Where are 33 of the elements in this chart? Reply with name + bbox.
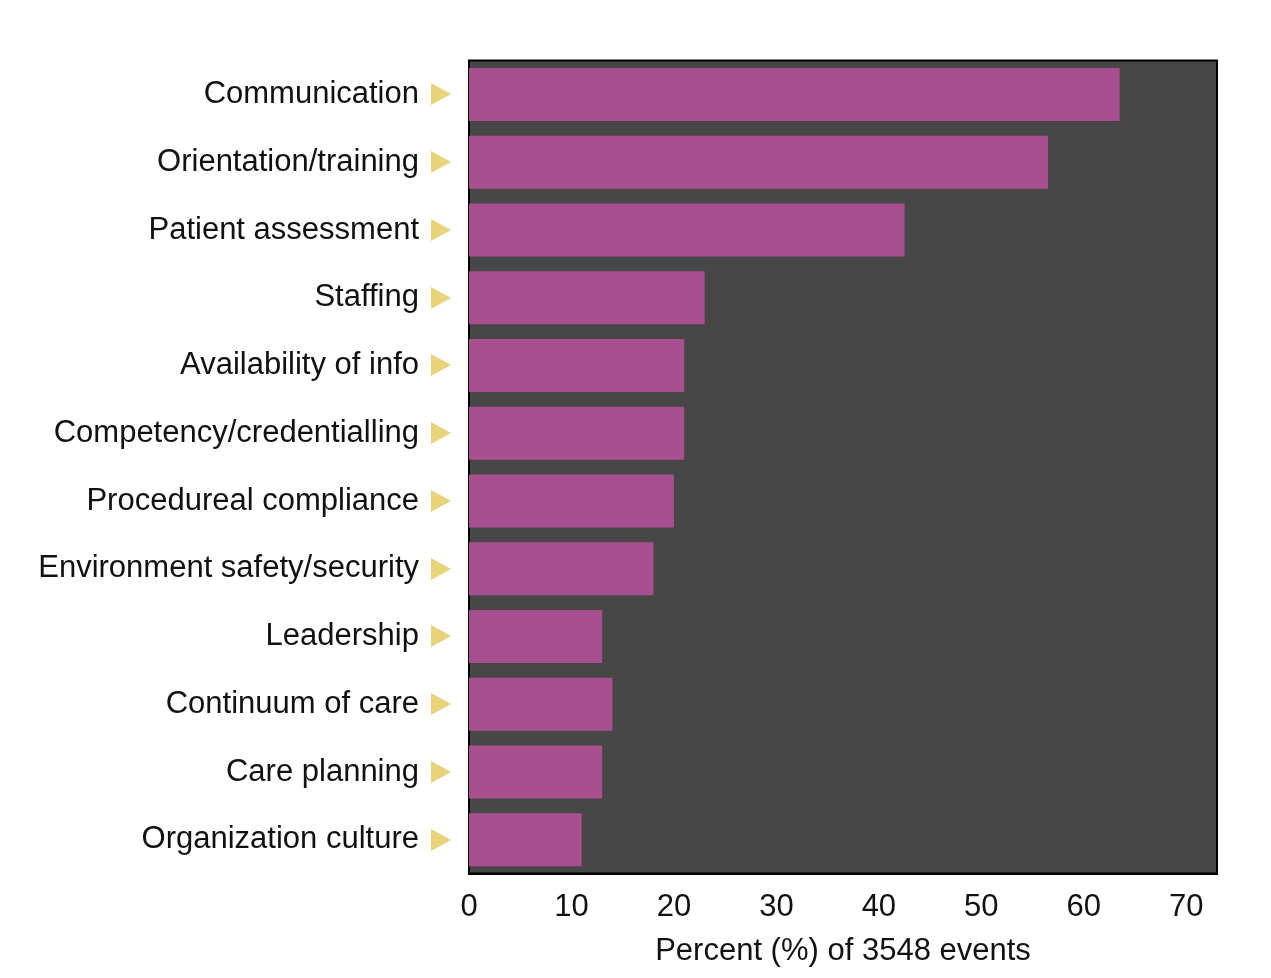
bar (469, 610, 603, 663)
x-tick-label: 70 (1169, 887, 1204, 923)
x-tick-label: 10 (554, 887, 589, 923)
y-tick-label: Staffing (314, 278, 419, 314)
y-tick-label: Orientation/training (157, 142, 419, 178)
bar (469, 339, 685, 392)
x-tick-label: 30 (759, 887, 794, 923)
x-tick-label: 60 (1066, 887, 1102, 923)
y-tick-label: Continuum of care (165, 684, 419, 720)
y-tick-label: Care planning (225, 752, 419, 788)
bar (469, 135, 1048, 189)
bar (469, 813, 582, 867)
x-tick-label: 0 (460, 887, 478, 923)
y-tick-label: Environment safety/security (38, 549, 420, 585)
y-tick-label: Communication (203, 75, 419, 111)
x-tick-label: 40 (861, 887, 897, 923)
y-tick-label: Leadership (265, 617, 419, 653)
bar (469, 68, 1120, 121)
bar (469, 271, 705, 325)
y-tick-label: Procedureal compliance (86, 481, 419, 517)
y-tick-label: Patient assessment (148, 210, 420, 246)
bar (469, 677, 613, 731)
x-tick-label: 20 (656, 887, 692, 923)
bar (469, 406, 685, 460)
bar (469, 474, 674, 528)
x-tick-label: 50 (964, 887, 999, 923)
y-tick-label: Availability of info (180, 346, 419, 382)
bar (469, 542, 654, 596)
y-tick-label: Competency/credentialling (53, 413, 419, 449)
y-tick-label: Organization culture (141, 820, 419, 856)
bar (469, 203, 905, 257)
x-axis-title: Percent (%) of 3548 events (655, 931, 1031, 967)
bar (469, 745, 603, 799)
